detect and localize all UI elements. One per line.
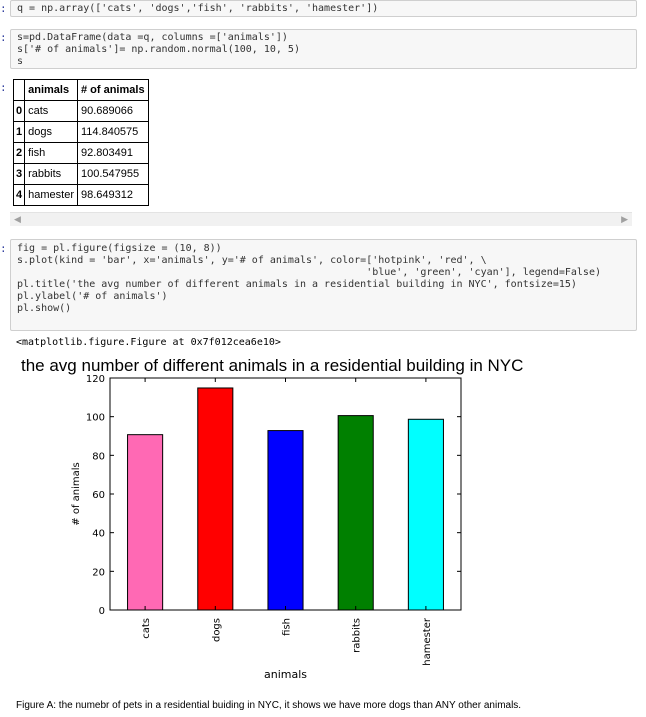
index-header [12, 79, 26, 101]
bar [267, 430, 304, 611]
table-row: 2 fish 92.803491 [12, 142, 149, 164]
horizontal-scrollbar[interactable]: ◀ ▶ [10, 212, 632, 226]
bar-chart: cats dogs fish rabbits hamester 0 20 40 60 80 100 1… [71, 374, 462, 681]
figure-repr-output: <matplotlib.figure.Figure at 0x7f012cea6… [16, 337, 281, 348]
y-tick-label: 80 [92, 451, 105, 462]
code-line: s [17, 56, 24, 67]
animal-cell: fish [24, 142, 78, 164]
figure-caption: Figure A: the numebr of pets in a reside… [16, 700, 522, 711]
chart-title: the avg number of different animals in a… [21, 356, 524, 375]
column-header: animals [24, 79, 78, 101]
code-line: 'blue', 'green', 'cyan'], legend=False) [17, 267, 601, 278]
row-index: 1 [12, 121, 26, 143]
code-cell-3[interactable]: fig = pl.figure(figsize = (10, 8)) s.plo… [10, 239, 637, 331]
cell-prompt: : [0, 242, 7, 255]
code-line: s.plot(kind = 'bar', x='animals', y='# o… [17, 255, 487, 266]
count-cell: 90.689066 [76, 100, 149, 122]
count-cell: 92.803491 [76, 142, 149, 164]
output-prompt: : [0, 81, 7, 94]
animal-cell: rabbits [24, 163, 78, 185]
table-header-row: animals # of animals [12, 79, 149, 101]
count-cell: 114.840575 [76, 121, 149, 143]
bar [407, 418, 444, 611]
animal-cell: cats [24, 100, 78, 122]
bar [127, 434, 164, 611]
table-row: 3 rabbits 100.547955 [12, 163, 149, 185]
animal-cell: dogs [24, 121, 78, 143]
code-line: pl.title('the avg number of different an… [17, 279, 577, 290]
table-row: 4 hamester 98.649312 [12, 184, 149, 206]
y-tick-label: 60 [92, 490, 105, 501]
code-line: q = np.array(['cats', 'dogs','fish', 'ra… [17, 3, 379, 14]
x-tick-label: hamester [422, 617, 433, 666]
y-tick-label: 0 [99, 606, 105, 617]
bar [197, 387, 234, 611]
y-tick-label: 20 [92, 567, 105, 578]
x-tick-label: rabbits [352, 618, 363, 653]
y-axis-label: # of animals [71, 462, 82, 525]
x-tick-label: cats [141, 618, 152, 639]
scroll-right-icon[interactable]: ▶ [621, 214, 628, 224]
bar [337, 415, 374, 611]
column-header: # of animals [76, 79, 149, 101]
x-axis-label: animals [264, 668, 307, 681]
code-line: s=pd.DataFrame(data =q, columns =['anima… [17, 32, 288, 43]
row-index: 2 [12, 142, 26, 164]
count-cell: 100.547955 [76, 163, 149, 185]
code-line: s['# of animals']= np.random.normal(100,… [17, 44, 300, 55]
animal-cell: hamester [24, 184, 78, 206]
code-cell-2[interactable]: s=pd.DataFrame(data =q, columns =['anima… [10, 29, 637, 69]
y-tick-label: 100 [86, 413, 105, 424]
row-index: 4 [12, 184, 26, 206]
table-row: 1 dogs 114.840575 [12, 121, 149, 143]
cell-prompt: : [0, 2, 7, 15]
cell-prompt: : [0, 31, 7, 44]
scroll-left-icon[interactable]: ◀ [14, 214, 21, 224]
y-tick-label: 40 [92, 529, 105, 540]
code-line: fig = pl.figure(figsize = (10, 8)) [17, 243, 222, 254]
count-cell: 98.649312 [76, 184, 149, 206]
row-index: 3 [12, 163, 26, 185]
table-row: 0 cats 90.689066 [12, 100, 149, 122]
code-cell-1[interactable]: q = np.array(['cats', 'dogs','fish', 'ra… [10, 0, 637, 17]
x-tick-label: dogs [211, 618, 222, 642]
dataframe-table: animals # of animals 0 cats 90.689066 1 … [12, 79, 149, 206]
y-tick-label: 120 [86, 374, 105, 385]
code-line: pl.show() [17, 303, 72, 314]
row-index: 0 [12, 100, 26, 122]
code-line: pl.ylabel('# of animals') [17, 291, 168, 302]
x-tick-label: fish [282, 618, 293, 636]
